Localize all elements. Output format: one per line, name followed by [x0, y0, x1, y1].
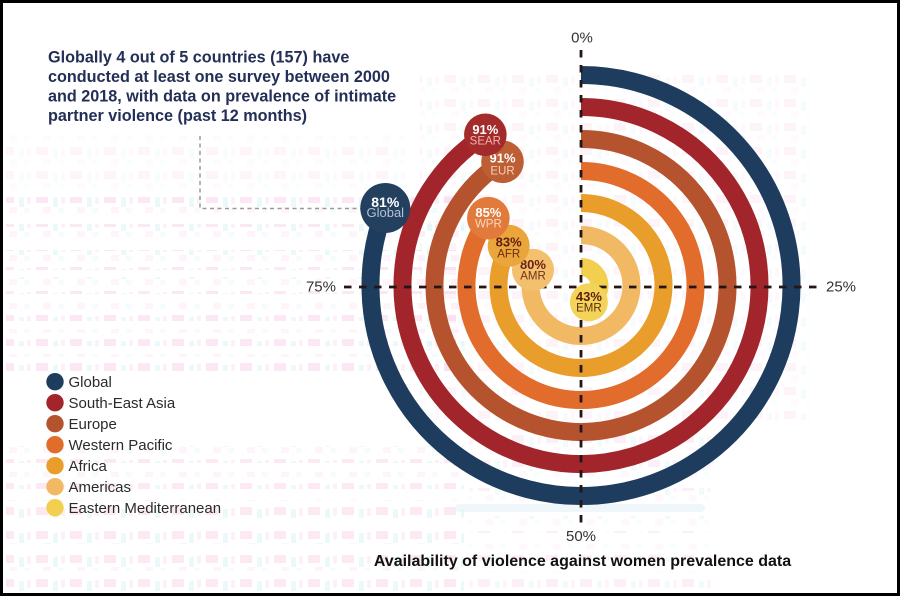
svg-text:EUR: EUR [490, 165, 514, 177]
svg-text:Eastern Mediterranean: Eastern Mediterranean [69, 500, 222, 517]
svg-text:Globally 4 out of 5 countries: Globally 4 out of 5 countries (157) have [48, 49, 349, 67]
svg-text:0%: 0% [571, 30, 593, 47]
svg-text:83%: 83% [496, 234, 522, 249]
svg-text:85%: 85% [475, 205, 501, 220]
svg-text:43%: 43% [576, 289, 602, 304]
svg-text:Global: Global [69, 374, 112, 391]
svg-text:75%: 75% [306, 279, 336, 296]
svg-text:AMR: AMR [520, 270, 546, 282]
svg-text:81%: 81% [371, 194, 400, 210]
svg-text:Americas: Americas [69, 479, 132, 496]
svg-text:South-East Asia: South-East Asia [69, 395, 176, 412]
svg-text:partner violence (past 12 mont: partner violence (past 12 months) [48, 107, 307, 125]
svg-text:conducted at least one survey: conducted at least one survey between 20… [48, 68, 390, 86]
svg-text:SEAR: SEAR [470, 135, 501, 147]
svg-text:AFR: AFR [497, 248, 520, 260]
svg-text:and 2018, with data on prevale: and 2018, with data on prevalence of int… [48, 88, 396, 106]
svg-text:EMR: EMR [576, 303, 602, 315]
svg-text:Europe: Europe [69, 416, 117, 433]
svg-text:Availability of violence again: Availability of violence against women p… [374, 553, 791, 570]
svg-text:Africa: Africa [69, 458, 108, 475]
svg-text:80%: 80% [520, 257, 546, 272]
svg-text:WPR: WPR [475, 219, 502, 231]
svg-text:25%: 25% [826, 279, 856, 296]
svg-text:50%: 50% [566, 528, 596, 545]
svg-text:Western Pacific: Western Pacific [69, 437, 173, 454]
svg-text:Global: Global [366, 205, 404, 220]
svg-text:91%: 91% [472, 122, 498, 137]
svg-text:91%: 91% [489, 150, 515, 165]
